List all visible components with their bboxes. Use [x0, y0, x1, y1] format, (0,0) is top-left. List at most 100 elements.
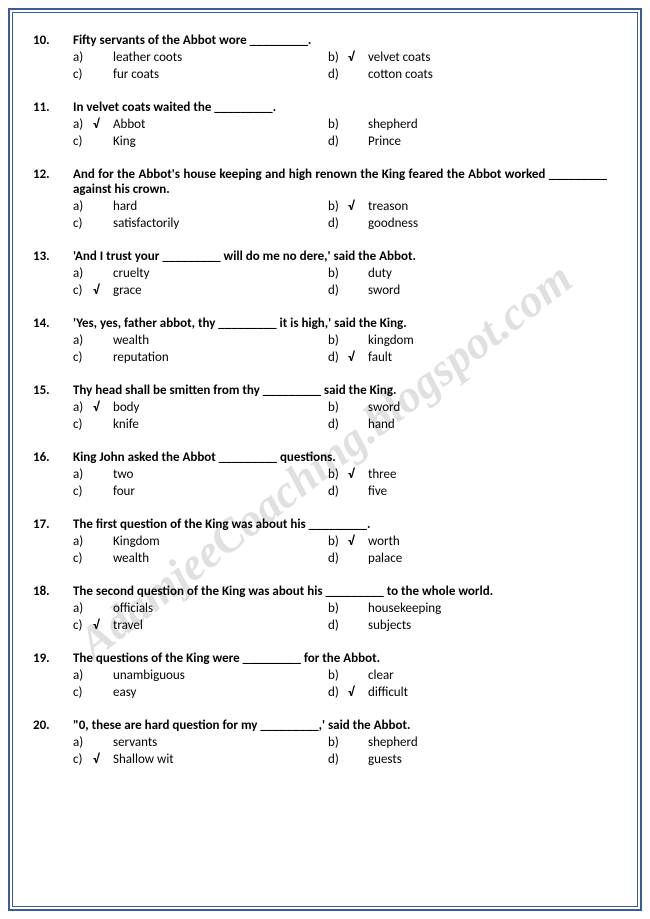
option-cell: d)sword — [328, 283, 607, 298]
option-row: c)fourd)five — [33, 484, 607, 499]
option-cell: a)Kingdom — [73, 534, 328, 549]
option-text: treason — [368, 199, 408, 214]
question-row: 11.In velvet coats waited the _________. — [33, 100, 607, 115]
question-number: 11. — [33, 100, 73, 115]
option-letter: a) — [73, 117, 93, 132]
option-text: fur coats — [113, 67, 159, 82]
option-letter: a) — [73, 266, 93, 281]
option-letter: b) — [328, 668, 348, 683]
checkmark-icon: √ — [93, 400, 113, 415]
option-row: c)knifed)hand — [33, 417, 607, 432]
option-text: difficult — [368, 685, 408, 700]
option-cell: d) subjects — [328, 618, 607, 633]
option-cell: d)√difficult — [328, 685, 607, 700]
option-letter: a) — [73, 601, 93, 616]
option-text: reputation — [113, 350, 169, 365]
question-text: In velvet coats waited the _________. — [73, 100, 607, 115]
option-letter: d) — [328, 134, 348, 149]
option-row: a)leather cootsb)√velvet coats — [33, 50, 607, 65]
option-letter: d) — [328, 417, 348, 432]
option-text: satisfactorily — [113, 216, 179, 231]
option-cell: a)servants — [73, 735, 328, 750]
option-row: a)hardb)√treason — [33, 199, 607, 214]
option-text: Kingdom — [113, 534, 160, 549]
option-cell: b)√three — [328, 467, 607, 482]
option-letter: d) — [328, 216, 348, 231]
option-cell: c)four — [73, 484, 328, 499]
option-letter: b) — [328, 400, 348, 415]
question-text: 'And I trust your _________ will do me n… — [73, 249, 607, 264]
option-letter: b) — [328, 117, 348, 132]
option-text: five — [368, 484, 387, 499]
option-cell: d) hand — [328, 417, 607, 432]
option-text: easy — [113, 685, 136, 700]
option-text: cotton coats — [368, 67, 433, 82]
question-row: 10.Fifty servants of the Abbot wore ____… — [33, 33, 607, 48]
option-cell: a)officials — [73, 601, 328, 616]
question-block: 20."0, these are hard question for my __… — [33, 718, 607, 767]
question-block: 17.The first question of the King was ab… — [33, 517, 607, 566]
option-row: c) easy d)√difficult — [33, 685, 607, 700]
question-text: The questions of the King were _________… — [73, 651, 607, 666]
option-row: c) reputation d)√fault — [33, 350, 607, 365]
question-number: 10. — [33, 33, 73, 48]
option-letter: a) — [73, 668, 93, 683]
option-row: a)crueltyb)duty — [33, 266, 607, 281]
question-number: 15. — [33, 383, 73, 398]
page-inner: AdamjeeCoaching.blogspot.com 10.Fifty se… — [12, 12, 638, 907]
option-cell: b)clear — [328, 668, 607, 683]
question-text: And for the Abbot's house keeping and hi… — [73, 167, 607, 197]
option-cell: d)guests — [328, 752, 607, 767]
outer-border: AdamjeeCoaching.blogspot.com 10.Fifty se… — [8, 8, 642, 911]
option-text: travel — [113, 618, 143, 633]
question-number: 17. — [33, 517, 73, 532]
option-letter: c) — [73, 685, 93, 700]
option-row: a)officialsb)housekeeping — [33, 601, 607, 616]
option-text: hard — [113, 199, 137, 214]
option-row: c)√graced)sword — [33, 283, 607, 298]
option-row: a)twob)√three — [33, 467, 607, 482]
option-letter: d) — [328, 67, 348, 82]
option-cell: b)√treason — [328, 199, 607, 214]
option-letter: b) — [328, 534, 348, 549]
question-block: 15.Thy head shall be smitten from thy __… — [33, 383, 607, 432]
option-text: hand — [368, 417, 395, 432]
option-text: sword — [368, 400, 400, 415]
option-text: guests — [368, 752, 402, 767]
checkmark-icon: √ — [348, 199, 368, 214]
question-text: "0, these are hard question for my _____… — [73, 718, 607, 733]
question-row: 19.The questions of the King were ______… — [33, 651, 607, 666]
option-row: a)√bodyb)sword — [33, 400, 607, 415]
option-text: subjects — [368, 618, 411, 633]
question-number: 20. — [33, 718, 73, 733]
checkmark-icon: √ — [93, 283, 113, 298]
option-cell: d) cotton coats — [328, 67, 607, 82]
option-letter: c) — [73, 350, 93, 365]
option-cell: a)unambiguous — [73, 668, 328, 683]
option-text: two — [113, 467, 133, 482]
option-cell: d)palace — [328, 551, 607, 566]
option-text: worth — [368, 534, 400, 549]
option-row: a)Kingdomb)√worth — [33, 534, 607, 549]
option-letter: d) — [328, 618, 348, 633]
option-cell: c)√grace — [73, 283, 328, 298]
option-cell: c) easy — [73, 685, 328, 700]
option-text: King — [113, 134, 136, 149]
checkmark-icon: √ — [348, 50, 368, 65]
option-cell: b)√worth — [328, 534, 607, 549]
option-letter: c) — [73, 67, 93, 82]
option-row: c)√Shallow witd)guests — [33, 752, 607, 767]
option-row: a)unambiguousb)clear — [33, 668, 607, 683]
option-cell: d)√fault — [328, 350, 607, 365]
question-row: 12.And for the Abbot's house keeping and… — [33, 167, 607, 197]
question-block: 12.And for the Abbot's house keeping and… — [33, 167, 607, 231]
option-letter: a) — [73, 735, 93, 750]
option-letter: d) — [328, 551, 348, 566]
option-letter: d) — [328, 283, 348, 298]
checkmark-icon: √ — [348, 534, 368, 549]
option-text: four — [113, 484, 135, 499]
option-row: a)servantsb)shepherd — [33, 735, 607, 750]
option-cell: a)hard — [73, 199, 328, 214]
option-letter: c) — [73, 618, 93, 633]
option-text: Abbot — [113, 117, 145, 132]
